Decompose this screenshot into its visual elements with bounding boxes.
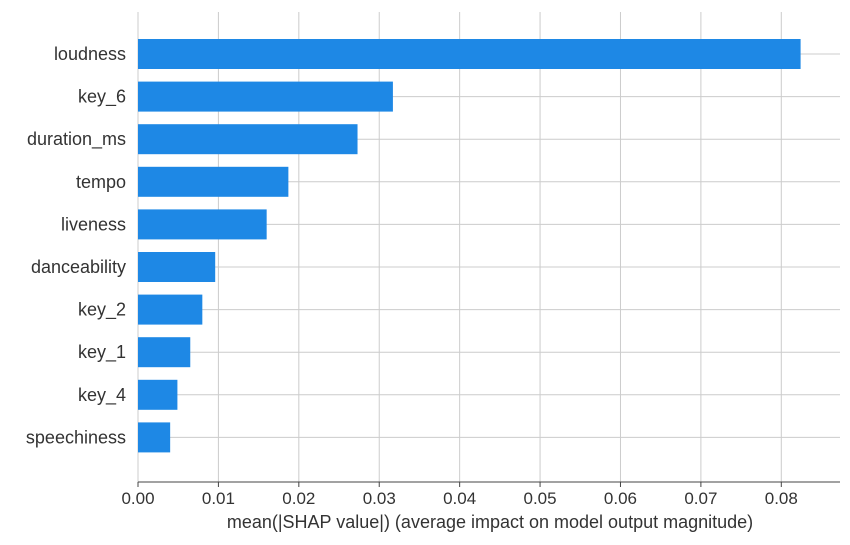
bar-loudness: [138, 39, 801, 69]
bar-liveness: [138, 209, 267, 240]
x-axis-title: mean(|SHAP value|) (average impact on mo…: [227, 512, 753, 532]
x-axis-ticks: 0.00 0.01 0.02 0.03 0.04 0.05 0.06 0.07 0.08: [121, 482, 798, 508]
category-label: speechiness: [26, 427, 126, 447]
bar-key_6: [138, 81, 393, 112]
category-label: duration_ms: [27, 129, 126, 150]
x-tick-label: 0.01: [202, 489, 235, 508]
bar-danceability: [138, 252, 216, 282]
x-tick-label: 0.04: [443, 489, 476, 508]
bar-speechiness: [138, 422, 171, 453]
x-tick-label: 0.00: [121, 489, 154, 508]
x-tick-label: 0.08: [765, 489, 798, 508]
x-tick-label: 0.07: [684, 489, 717, 508]
bar-key_2: [138, 294, 203, 325]
category-label: key_4: [78, 385, 126, 406]
category-label: liveness: [61, 214, 126, 234]
bar-duration_ms: [138, 124, 358, 155]
category-label: key_1: [78, 342, 126, 363]
bars: [138, 39, 801, 453]
category-label: key_6: [78, 87, 126, 108]
bar-tempo: [138, 166, 289, 197]
x-tick-label: 0.02: [282, 489, 315, 508]
bar-key_1: [138, 337, 191, 368]
x-tick-label: 0.05: [524, 489, 557, 508]
x-tick-label: 0.03: [363, 489, 396, 508]
category-label: key_2: [78, 300, 126, 321]
category-label: danceability: [31, 257, 126, 277]
x-tick-label: 0.06: [604, 489, 637, 508]
category-label: loudness: [54, 44, 126, 64]
category-label: tempo: [76, 172, 126, 192]
bar-key_4: [138, 379, 178, 410]
